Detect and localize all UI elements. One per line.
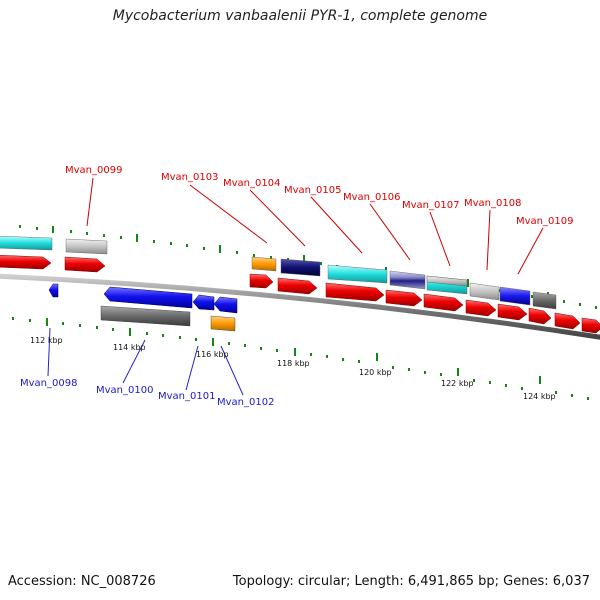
gene-label[interactable]: Mvan_0107 xyxy=(402,200,459,211)
forward-cds-arrow xyxy=(528,307,552,325)
orange-feature-block xyxy=(210,315,236,332)
reverse-label-leader-lines xyxy=(47,327,244,396)
reverse-cds-arrow xyxy=(48,283,59,298)
gray-feature-block xyxy=(426,275,468,287)
reverse-cds-arrows xyxy=(48,283,238,314)
darkgray-feature-block xyxy=(532,291,557,310)
forward-cds-arrow xyxy=(64,256,106,273)
gene-label[interactable]: Mvan_0100 xyxy=(96,385,153,396)
scale-label: 118 kbp xyxy=(277,359,310,368)
reverse-features xyxy=(100,305,236,332)
forward-cds-arrow xyxy=(385,289,423,307)
lavender-feature-block xyxy=(389,270,426,290)
orange-feature-block xyxy=(251,256,277,272)
forward-cds-arrow xyxy=(249,273,274,289)
gray-feature-block xyxy=(469,282,500,301)
scale-label: 124 kbp xyxy=(523,392,556,401)
scale-label: 112 kbp xyxy=(30,336,63,345)
gene-label[interactable]: Mvan_0106 xyxy=(343,192,400,203)
forward-cds-arrow xyxy=(497,303,528,321)
scale-label: 122 kbp xyxy=(441,379,474,388)
forward-cds-arrow xyxy=(423,293,464,312)
reverse-cds-arrow xyxy=(192,294,215,311)
forward-features xyxy=(0,235,557,310)
gene-label[interactable]: Mvan_0108 xyxy=(464,198,521,209)
scale-label: 114 kbp xyxy=(113,343,146,352)
reverse-cds-arrow xyxy=(103,286,193,309)
reverse-cds-arrow xyxy=(213,296,238,314)
genome-backbone xyxy=(0,273,600,340)
forward-gene-labels: Mvan_0099 Mvan_0103 Mvan_0104 Mvan_0105 … xyxy=(65,165,573,227)
gene-label[interactable]: Mvan_0099 xyxy=(65,165,122,176)
forward-cds-arrow xyxy=(581,317,600,334)
inner-tick-ring xyxy=(12,317,589,400)
gene-label[interactable]: Mvan_0101 xyxy=(158,391,215,402)
gene-label[interactable]: Mvan_0109 xyxy=(516,216,573,227)
gene-label[interactable]: Mvan_0105 xyxy=(284,185,341,196)
gray-feature-block xyxy=(65,238,108,255)
cyan-feature-block xyxy=(327,264,388,284)
forward-cds-arrow xyxy=(554,312,581,330)
gene-label[interactable]: Mvan_0104 xyxy=(223,178,280,189)
reverse-gene-labels: Mvan_0098 Mvan_0100 Mvan_0101 Mvan_0102 xyxy=(20,378,274,408)
blue-feature-block xyxy=(499,286,531,306)
forward-cds-arrow xyxy=(325,282,385,302)
scale-labels: 112 kbp 114 kbp 116 kbp 118 kbp 120 kbp … xyxy=(30,336,556,401)
forward-cds-arrow xyxy=(0,254,52,270)
forward-cds-arrow xyxy=(277,277,318,295)
forward-cds-arrows xyxy=(0,254,600,334)
cyan-feature-block xyxy=(0,235,53,251)
gene-label[interactable]: Mvan_0098 xyxy=(20,378,77,389)
forward-cds-arrow xyxy=(465,299,497,317)
navy-feature-block xyxy=(280,258,321,277)
scale-label: 120 kbp xyxy=(359,368,392,377)
label-leader-lines xyxy=(86,177,544,275)
darkgray-feature-block xyxy=(100,305,191,327)
scale-label: 116 kbp xyxy=(196,350,229,359)
map-title: Mycobacterium vanbaalenii PYR-1, complet… xyxy=(112,8,488,24)
gene-label[interactable]: Mvan_0103 xyxy=(161,172,218,183)
accession-text: Accession: NC_008726 xyxy=(8,574,156,589)
genome-summary-text: Topology: circular; Length: 6,491,865 bp… xyxy=(232,574,590,589)
gene-label[interactable]: Mvan_0102 xyxy=(217,397,274,408)
